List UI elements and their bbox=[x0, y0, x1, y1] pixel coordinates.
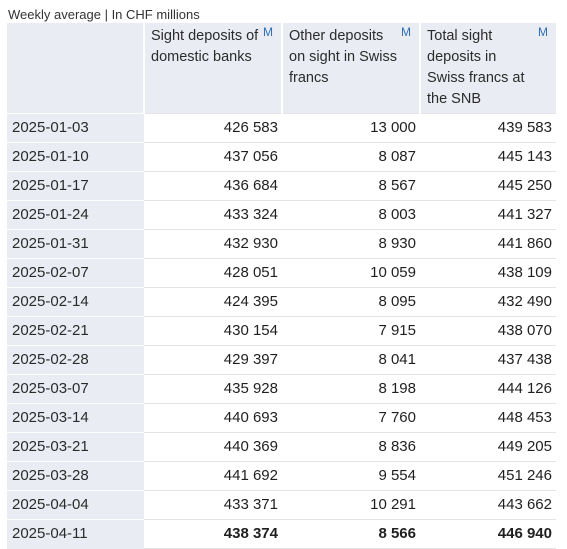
other-deposits-cell: 8 095 bbox=[282, 287, 420, 317]
total-sight-deposits-cell: 444 126 bbox=[420, 374, 556, 404]
row-date-cell: 2025-01-03 bbox=[7, 113, 144, 143]
sight-deposits-domestic-banks-cell: 424 395 bbox=[144, 287, 282, 317]
total-sight-deposits-cell: 437 438 bbox=[420, 345, 556, 375]
other-deposits-cell: 8 087 bbox=[282, 142, 420, 172]
sight-deposits-domestic-banks-cell: 430 154 bbox=[144, 316, 282, 346]
total-sight-deposits-cell: 441 860 bbox=[420, 229, 556, 259]
header-corner-cell bbox=[7, 23, 144, 114]
total-sight-deposits-cell: 443 662 bbox=[420, 490, 556, 520]
total-sight-deposits-cell: 445 143 bbox=[420, 142, 556, 172]
other-deposits-cell: 13 000 bbox=[282, 113, 420, 143]
other-deposits-cell: 8 198 bbox=[282, 374, 420, 404]
other-deposits-cell: 8 836 bbox=[282, 432, 420, 462]
sight-deposits-domestic-banks-cell: 440 369 bbox=[144, 432, 282, 462]
sight-deposits-domestic-banks-cell: 438 374 bbox=[144, 519, 282, 549]
table-row: 2025-02-14 424 395 8 095 432 490 bbox=[7, 287, 556, 317]
column-header-other-deposits: Other deposits on sight in Swiss francs … bbox=[281, 23, 420, 114]
other-deposits-cell: 8 003 bbox=[282, 200, 420, 230]
sight-deposits-domestic-banks-cell: 433 324 bbox=[144, 200, 282, 230]
table-header-row: Sight deposits of domestic banks M Other… bbox=[7, 23, 556, 114]
total-sight-deposits-cell: 449 205 bbox=[420, 432, 556, 462]
total-sight-deposits-cell: 438 070 bbox=[420, 316, 556, 346]
row-date-cell: 2025-01-10 bbox=[7, 142, 144, 172]
other-deposits-cell: 8 567 bbox=[282, 171, 420, 201]
row-date-cell: 2025-01-31 bbox=[7, 229, 144, 259]
column-header-label: Sight deposits of domestic banks bbox=[151, 28, 259, 65]
sight-deposits-domestic-banks-cell: 428 051 bbox=[144, 258, 282, 288]
sight-deposits-table: Sight deposits of domestic banks M Other… bbox=[7, 23, 556, 549]
total-sight-deposits-cell: 451 246 bbox=[420, 461, 556, 491]
other-deposits-cell: 10 291 bbox=[282, 490, 420, 520]
row-date-cell: 2025-01-17 bbox=[7, 171, 144, 201]
row-date-cell: 2025-02-14 bbox=[7, 287, 144, 317]
table-row: 2025-03-07 435 928 8 198 444 126 bbox=[7, 374, 556, 404]
row-date-cell: 2025-03-28 bbox=[7, 461, 144, 491]
row-date-cell: 2025-03-14 bbox=[7, 403, 144, 433]
table-row: 2025-02-21 430 154 7 915 438 070 bbox=[7, 316, 556, 346]
column-header-total-sight-deposits: Total sight deposits in Swiss francs at … bbox=[419, 23, 556, 114]
table-row: 2025-03-21 440 369 8 836 449 205 bbox=[7, 432, 556, 462]
metadata-link[interactable]: M bbox=[401, 25, 411, 39]
table-row: 2025-01-24 433 324 8 003 441 327 bbox=[7, 200, 556, 230]
row-date-cell: 2025-03-21 bbox=[7, 432, 144, 462]
other-deposits-cell: 7 760 bbox=[282, 403, 420, 433]
sight-deposits-domestic-banks-cell: 440 693 bbox=[144, 403, 282, 433]
row-date-cell: 2025-01-24 bbox=[7, 200, 144, 230]
other-deposits-cell: 8 930 bbox=[282, 229, 420, 259]
other-deposits-cell: 9 554 bbox=[282, 461, 420, 491]
table-row: 2025-01-31 432 930 8 930 441 860 bbox=[7, 229, 556, 259]
row-date-cell: 2025-02-07 bbox=[7, 258, 144, 288]
table-caption: Weekly average | In CHF millions bbox=[8, 7, 200, 22]
row-date-cell: 2025-02-21 bbox=[7, 316, 144, 346]
total-sight-deposits-cell: 441 327 bbox=[420, 200, 556, 230]
column-header-sight-deposits-domestic-banks: Sight deposits of domestic banks M bbox=[143, 23, 282, 114]
table-body: 2025-01-03 426 583 13 000 439 583 2025-01-10… bbox=[7, 113, 556, 549]
other-deposits-cell: 8 566 bbox=[282, 519, 420, 549]
column-header-label: Total sight deposits in Swiss francs at … bbox=[427, 28, 525, 107]
sight-deposits-table-container: Sight deposits of domestic banks M Other… bbox=[7, 23, 556, 549]
table-row: 2025-01-10 437 056 8 087 445 143 bbox=[7, 142, 556, 172]
table-row: 2025-01-03 426 583 13 000 439 583 bbox=[7, 113, 556, 143]
table-row: 2025-02-07 428 051 10 059 438 109 bbox=[7, 258, 556, 288]
sight-deposits-domestic-banks-cell: 426 583 bbox=[144, 113, 282, 143]
sight-deposits-domestic-banks-cell: 433 371 bbox=[144, 490, 282, 520]
total-sight-deposits-cell: 438 109 bbox=[420, 258, 556, 288]
row-date-cell: 2025-02-28 bbox=[7, 345, 144, 375]
sight-deposits-domestic-banks-cell: 437 056 bbox=[144, 142, 282, 172]
other-deposits-cell: 8 041 bbox=[282, 345, 420, 375]
row-date-cell: 2025-04-04 bbox=[7, 490, 144, 520]
sight-deposits-domestic-banks-cell: 436 684 bbox=[144, 171, 282, 201]
table-row: 2025-04-04 433 371 10 291 443 662 bbox=[7, 490, 556, 520]
total-sight-deposits-cell: 432 490 bbox=[420, 287, 556, 317]
row-date-cell: 2025-04-11 bbox=[7, 519, 144, 549]
table-row: 2025-03-14 440 693 7 760 448 453 bbox=[7, 403, 556, 433]
metadata-link[interactable]: M bbox=[263, 25, 273, 39]
table-row: 2025-02-28 429 397 8 041 437 438 bbox=[7, 345, 556, 375]
table-row: 2025-04-11 438 374 8 566 446 940 bbox=[7, 519, 556, 549]
sight-deposits-domestic-banks-cell: 429 397 bbox=[144, 345, 282, 375]
row-date-cell: 2025-03-07 bbox=[7, 374, 144, 404]
sight-deposits-domestic-banks-cell: 435 928 bbox=[144, 374, 282, 404]
metadata-link[interactable]: M bbox=[538, 25, 548, 39]
other-deposits-cell: 10 059 bbox=[282, 258, 420, 288]
total-sight-deposits-cell: 446 940 bbox=[420, 519, 556, 549]
table-row: 2025-01-17 436 684 8 567 445 250 bbox=[7, 171, 556, 201]
table-row: 2025-03-28 441 692 9 554 451 246 bbox=[7, 461, 556, 491]
total-sight-deposits-cell: 439 583 bbox=[420, 113, 556, 143]
column-header-label: Other deposits on sight in Swiss francs bbox=[289, 28, 397, 86]
total-sight-deposits-cell: 445 250 bbox=[420, 171, 556, 201]
sight-deposits-domestic-banks-cell: 441 692 bbox=[144, 461, 282, 491]
total-sight-deposits-cell: 448 453 bbox=[420, 403, 556, 433]
sight-deposits-domestic-banks-cell: 432 930 bbox=[144, 229, 282, 259]
other-deposits-cell: 7 915 bbox=[282, 316, 420, 346]
